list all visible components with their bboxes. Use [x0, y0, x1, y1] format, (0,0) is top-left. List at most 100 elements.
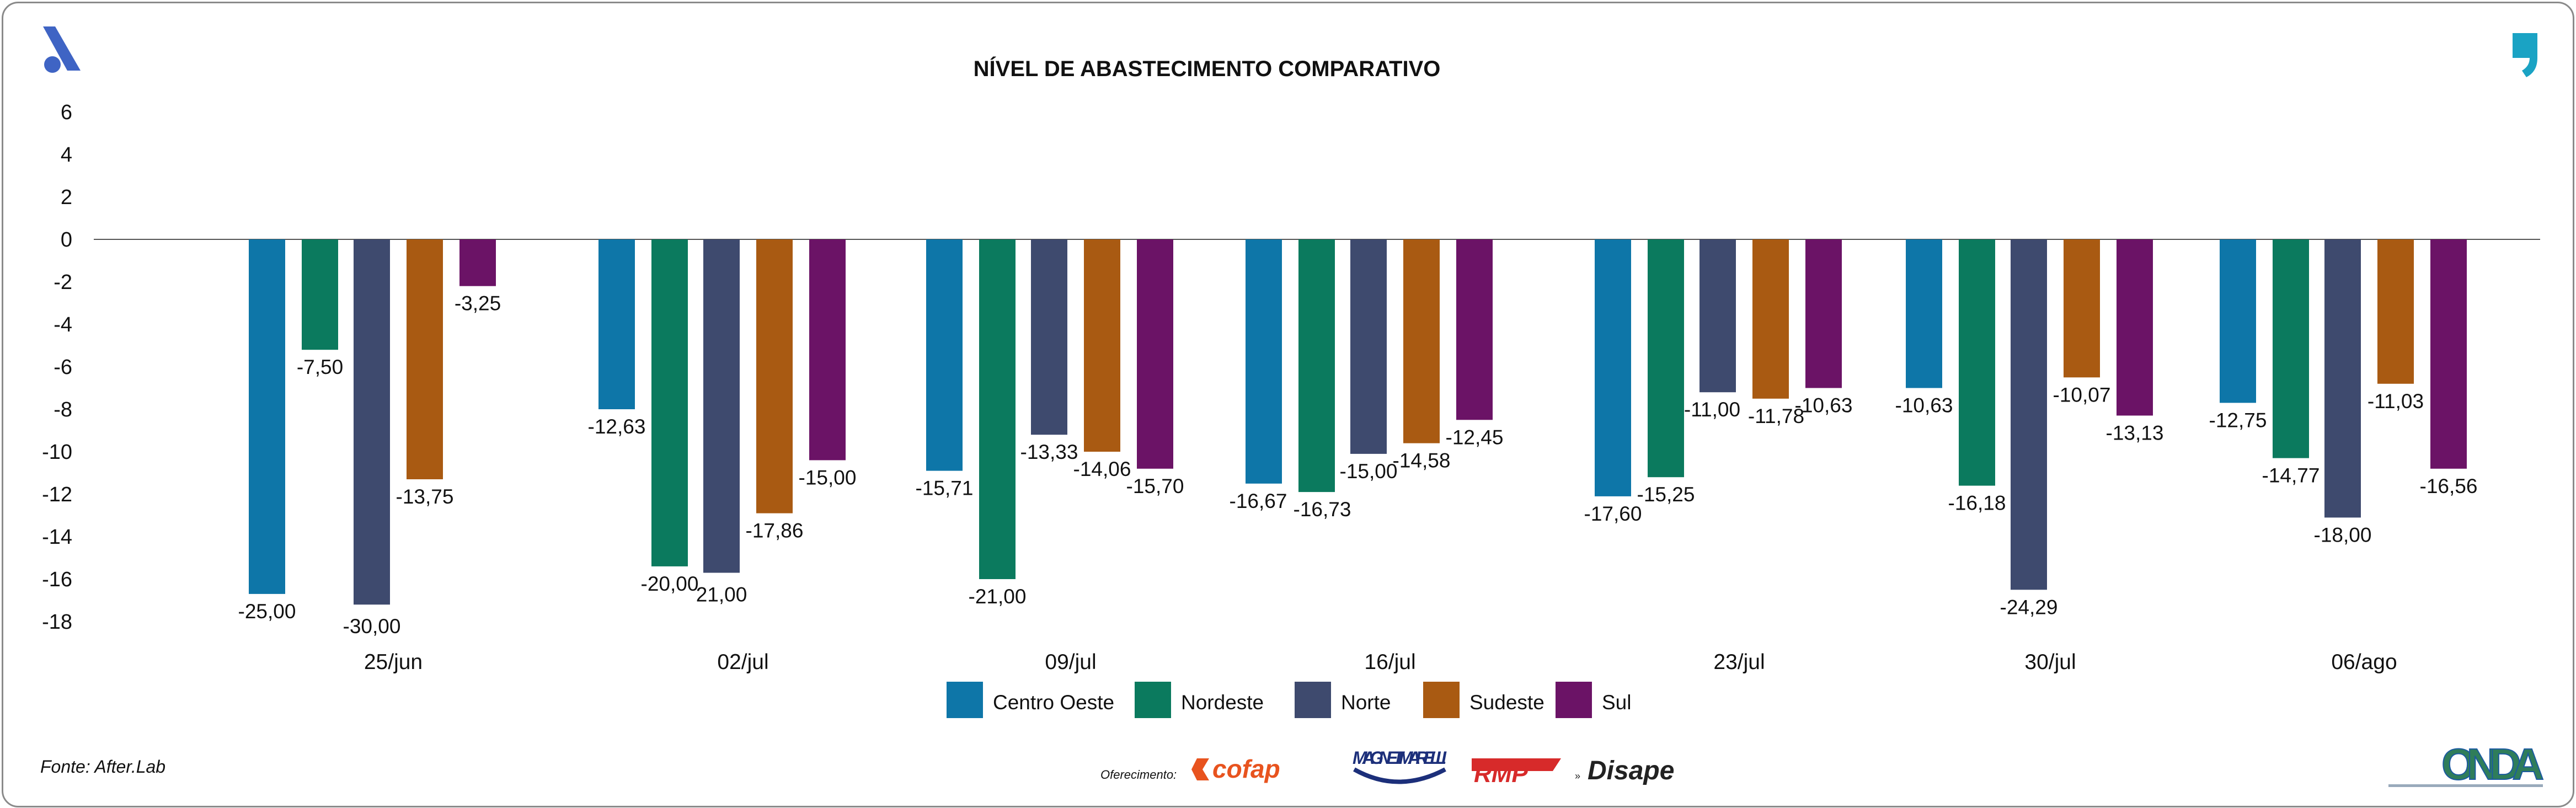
y-tick-label: 2 [61, 186, 72, 209]
bar-sul-23-jul [1805, 239, 1842, 388]
bar-sul-06-ago [2430, 239, 2467, 469]
data-label: -18,00 [2314, 523, 2372, 546]
bar-norte-16-jul [1350, 239, 1387, 454]
legend-label: Sudeste [1469, 691, 1544, 714]
data-label: -16,67 [1230, 490, 1287, 512]
bar-sudeste-16-jul [1403, 239, 1440, 443]
data-label: -10,07 [2053, 383, 2111, 406]
data-label: -21,00 [969, 585, 1027, 608]
bar-sudeste-30-jul [2064, 239, 2100, 378]
sponsor-disape-logo: » Disape [1575, 756, 1674, 785]
legend-swatch-sul [1556, 682, 1592, 718]
bar-centro-oeste-23-jul [1595, 239, 1631, 496]
data-labels-group: -25,00 -12,63 -15,71 -16,67 -17,60 -10,63 -12,… [238, 292, 2478, 638]
bar-nordeste-09-jul [979, 239, 1016, 579]
x-axis: 25/jun 02/jul 09/jul 16/jul 23/jul 30/jul 06/a… [364, 650, 2397, 674]
legend-label: Sul [1602, 691, 1631, 714]
data-label: -14,77 [2262, 464, 2320, 487]
y-tick-label: -10 [42, 441, 72, 464]
bar-nordeste-16-jul [1298, 239, 1335, 493]
data-label: -15,00 [1340, 460, 1398, 483]
sponsor-rmp: RMP [1474, 761, 1528, 788]
sponsor-cofap: cofap [1212, 755, 1280, 783]
data-label: -13,13 [2106, 422, 2164, 445]
data-label: -30,00 [343, 615, 401, 638]
data-label: -14,06 [1073, 458, 1131, 480]
onda-brand: ONDA [2441, 740, 2544, 789]
sponsor-cofap-logo: cofap [1191, 755, 1280, 783]
data-label: -11,78 [1748, 405, 1804, 427]
legend-label: Norte [1341, 691, 1391, 714]
y-tick-label: 0 [61, 228, 72, 252]
bar-nordeste-25-jun [302, 239, 338, 350]
data-label: -12,45 [1446, 426, 1504, 448]
bar-nordeste-23-jul [1648, 239, 1684, 478]
data-label: -15,71 [916, 477, 974, 500]
bar-sul-02-jul [809, 239, 846, 461]
y-tick-label: 4 [61, 143, 72, 167]
bar-sul-25-jun [459, 239, 496, 286]
y-tick-label: -14 [42, 526, 72, 549]
data-label: -13,75 [396, 485, 454, 508]
data-label: -16,18 [1948, 492, 2006, 515]
legend-swatch-centro-oeste [947, 682, 983, 718]
quote-logo [2513, 33, 2537, 77]
y-tick-label: -12 [42, 483, 72, 506]
data-label: -3,25 [455, 292, 501, 315]
data-label: -14,58 [1393, 450, 1451, 472]
bar-norte-02-jul [703, 239, 740, 573]
y-tick-label: -2 [54, 271, 72, 294]
source-note: Fonte: After.Lab [40, 757, 165, 777]
bar-centro-oeste-02-jul [598, 239, 635, 409]
bar-centro-oeste-30-jul [1906, 239, 1942, 388]
bar-sudeste-02-jul [756, 239, 793, 513]
bar-sul-30-jul [2117, 239, 2153, 416]
bar-norte-25-jun [354, 239, 390, 605]
sponsor-magneti-marelli-logo: MAGNETI MARELLI [1353, 748, 1447, 784]
legend-swatch-norte [1295, 682, 1331, 718]
bar-nordeste-30-jul [1959, 239, 1995, 486]
data-label: -11,00 [1684, 398, 1740, 421]
data-label: -10,63 [1795, 394, 1853, 417]
data-label: -10,63 [1895, 394, 1953, 417]
legend-swatch-sudeste [1423, 682, 1460, 718]
data-label: -15,70 [1126, 475, 1184, 497]
bar-sudeste-23-jul [1752, 239, 1789, 399]
data-label: -15,00 [799, 466, 857, 489]
y-tick-label: 6 [61, 101, 72, 124]
y-tick-label: -6 [54, 356, 72, 379]
data-label: -11,03 [2367, 390, 2424, 413]
x-tick-label: 16/jul [1364, 650, 1415, 674]
bar-norte-23-jul [1699, 239, 1736, 393]
bar-sul-09-jul [1137, 239, 1173, 469]
x-tick-label: 09/jul [1045, 650, 1096, 674]
data-label: 21,00 [696, 584, 747, 606]
data-label: -20,00 [641, 572, 699, 595]
x-tick-label: 30/jul [2024, 650, 2076, 674]
data-label: -12,63 [588, 415, 646, 438]
svg-text:»: » [1575, 770, 1580, 782]
sponsor-rmp-logo: RMP [1472, 758, 1561, 788]
bars-group [249, 239, 2467, 605]
legend-label: Centro Oeste [993, 691, 1114, 714]
x-tick-label: 06/ago [2331, 650, 2397, 674]
after-lab-logo [43, 26, 81, 73]
bar-nordeste-02-jul [651, 239, 688, 566]
bar-centro-oeste-25-jun [249, 239, 285, 594]
data-label: -16,56 [2420, 475, 2478, 497]
bar-sudeste-09-jul [1084, 239, 1120, 452]
legend: Centro Oeste Nordeste Norte Sudeste Sul [947, 682, 1631, 718]
data-label: -12,75 [2209, 409, 2267, 431]
x-tick-label: 23/jul [1713, 650, 1765, 674]
onda-logo: ONDA [2388, 739, 2545, 789]
bar-nordeste-06-ago [2273, 239, 2309, 458]
bar-centro-oeste-06-ago [2220, 239, 2256, 403]
y-tick-label: -18 [42, 611, 72, 634]
y-axis: 6 4 2 0 -2 -4 -6 -8 -10 -12 -14 -16 -18 [42, 101, 72, 634]
sponsor-disape: Disape [1588, 756, 1674, 785]
bar-sul-16-jul [1456, 239, 1493, 420]
legend-swatch-nordeste [1135, 682, 1171, 718]
offer-label: Oferecimento: [1100, 768, 1177, 782]
data-label: -25,00 [238, 600, 296, 623]
